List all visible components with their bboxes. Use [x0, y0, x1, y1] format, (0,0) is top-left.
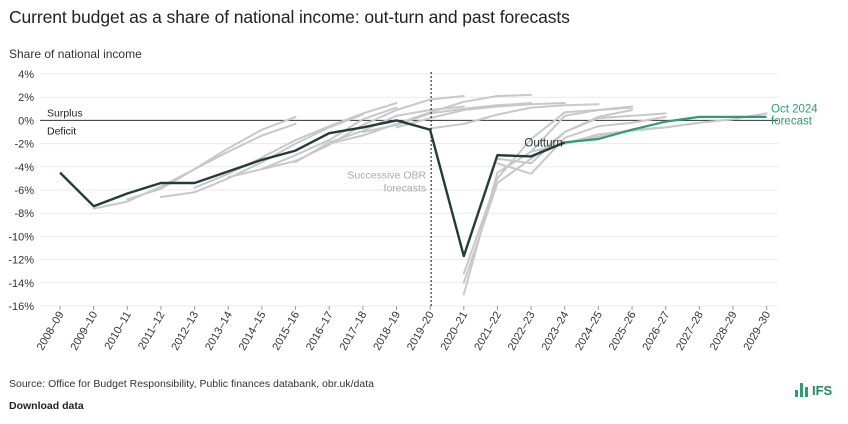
x-tick-label: 2028–29 [708, 310, 740, 353]
deficit-label: Deficit [47, 125, 76, 137]
y-tick-label: -10% [8, 231, 34, 243]
latest-forecast-label: Oct 2024 [771, 103, 818, 115]
latest-forecast-label: forecast [771, 115, 813, 127]
ifs-logo: IFS [795, 383, 832, 397]
x-tick-label: 2016–17 [304, 310, 336, 353]
chart-title: Current budget as a share of national in… [9, 7, 570, 27]
y-tick-label: 2% [18, 92, 34, 104]
x-tick-label: 2009–10 [68, 310, 100, 353]
y-tick-label: -4% [14, 162, 34, 174]
x-tick-label: 2015–16 [270, 310, 302, 353]
past-forecast-line [193, 102, 398, 189]
y-tick-label: -14% [8, 278, 34, 290]
y-tick-label: -8% [14, 208, 34, 220]
x-tick-label: 2008–09 [35, 310, 67, 353]
y-tick-label: 0% [18, 115, 34, 127]
obr-forecasts-label: forecasts [384, 182, 427, 194]
outturn-label: Outturn [524, 137, 562, 149]
x-tick-label: 2014–15 [237, 310, 269, 353]
past-forecast-line [462, 105, 633, 275]
logo-bar-icon [795, 390, 798, 397]
surplus-label: Surplus [47, 107, 83, 119]
outturn-and-latest-lines [59, 115, 767, 258]
past-forecast-line [462, 109, 633, 284]
x-tick-label: 2020–21 [439, 310, 471, 353]
y-tick-label: -12% [8, 255, 34, 267]
outturn-line [59, 119, 566, 258]
logo-bar-icon [805, 387, 808, 397]
past-forecast-line [563, 112, 768, 145]
x-tick-label: 2021–22 [472, 310, 504, 353]
past-forecast-line [429, 103, 600, 130]
past-forecast-line [227, 106, 398, 179]
y-tick-label: -6% [14, 185, 34, 197]
past-forecast-line [496, 115, 667, 175]
source-note: Source: Office for Budget Responsibility… [9, 378, 374, 390]
x-tick-label: 2027–28 [674, 310, 706, 353]
past-forecast-line [126, 115, 297, 201]
x-tick-label: 2029–30 [741, 310, 773, 353]
logo-bar-icon [800, 383, 803, 397]
download-data-link[interactable]: Download data [9, 400, 84, 412]
x-tick-label: 2022–23 [506, 310, 538, 353]
x-tick-label: 2011–12 [136, 310, 167, 352]
x-tick-label: 2012–13 [169, 310, 201, 353]
y-tick-label: 4% [18, 69, 34, 81]
latest-forecast-line [564, 115, 767, 144]
x-tick-label: 2013–14 [203, 310, 235, 353]
x-tick-label: 2018–19 [371, 310, 403, 353]
past-forecast-line [260, 95, 465, 171]
past-forecast-line [496, 112, 667, 165]
y-tick-labels: 4% 2% 0% -2% -4% -6% -8% -10% -12% -14% -16% [8, 69, 34, 313]
x-tick-label: 2026–27 [640, 310, 672, 353]
x-tick-label: 2017–18 [338, 310, 370, 353]
x-tick-label: 2010–11 [102, 310, 133, 352]
past-forecast-line [361, 102, 533, 133]
y-axis-label: Share of national income [9, 47, 142, 61]
y-gridlines [40, 73, 778, 307]
x-tick-labels: 2008–09 2009–10 2010–11 2011–12 2012–13 2013–… [35, 306, 773, 353]
x-tick-label: 2025–26 [607, 310, 639, 353]
budget-chart: 4% 2% 0% -2% -4% -6% -8% -10% -12% -14% -16% 2008–… [8, 69, 818, 353]
logo-text: IFS [812, 383, 833, 398]
past-forecast-line [395, 102, 566, 129]
past-forecast-line [159, 113, 364, 198]
x-tick-label: 2023–24 [540, 310, 572, 353]
y-tick-label: -2% [14, 139, 34, 151]
x-tick-label: 2024–25 [573, 310, 605, 353]
y-tick-label: -16% [8, 301, 34, 313]
past-forecast-line [328, 93, 533, 145]
past-forecast-line [294, 105, 465, 164]
x-tick-label: 2019–20 [405, 310, 437, 353]
past-forecast-lines [92, 93, 768, 296]
obr-forecasts-label: Successive OBR [347, 169, 426, 181]
